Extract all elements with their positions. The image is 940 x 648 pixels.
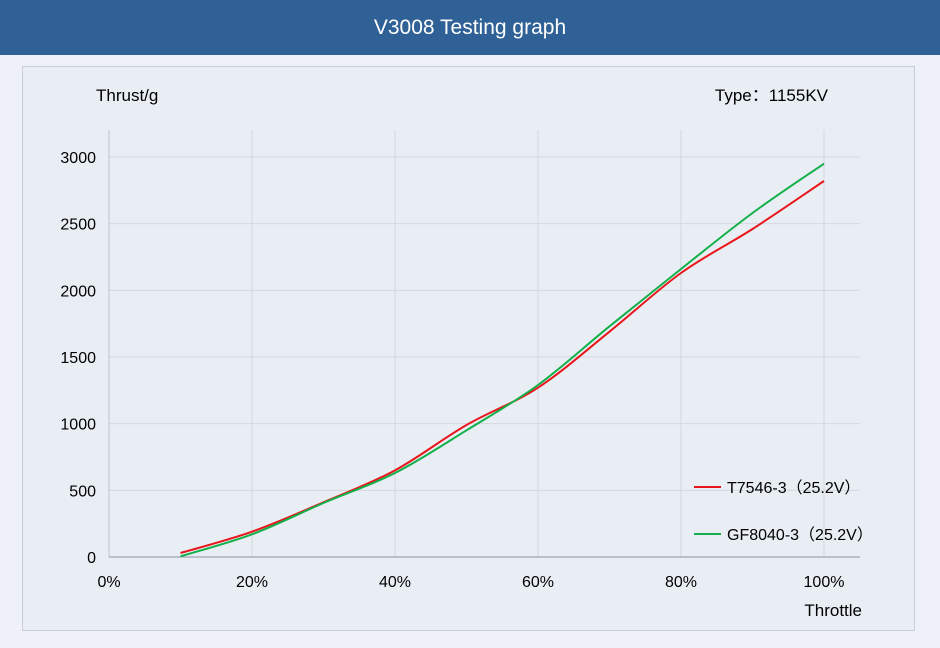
legend: T7546-3（25.2V） GF8040-3（25.2V） bbox=[694, 479, 873, 544]
y-tick-label: 1000 bbox=[60, 417, 96, 434]
y-tick-label: 0 bbox=[87, 550, 96, 567]
x-tick-label: 40% bbox=[379, 574, 411, 591]
x-tick-label: 0% bbox=[97, 574, 120, 591]
x-axis-label: Throttle bbox=[804, 601, 862, 620]
x-tick-label: 80% bbox=[665, 574, 697, 591]
legend-label: GF8040-3（25.2V） bbox=[727, 526, 873, 544]
x-tick-label: 20% bbox=[236, 574, 268, 591]
y-tick-label: 2500 bbox=[60, 217, 96, 234]
y-tick-label: 3000 bbox=[60, 150, 96, 167]
series-line-1 bbox=[180, 180, 825, 554]
y-tick-label: 1500 bbox=[60, 350, 96, 367]
x-tick-label: 100% bbox=[804, 574, 845, 591]
y-tick-label: 500 bbox=[69, 483, 96, 500]
grid-lines bbox=[109, 130, 860, 557]
series-line-2 bbox=[180, 162, 825, 558]
type-annotation: Type：1155KV bbox=[715, 86, 829, 105]
y-tick-label: 2000 bbox=[60, 283, 96, 300]
tick-labels: 0 500 1000 1500 2000 2500 3000 0% 20% 40% 60% 80% 10… bbox=[60, 150, 844, 591]
chart-panel bbox=[22, 66, 915, 631]
y-axis-label: Thrust/g bbox=[96, 86, 158, 105]
axes bbox=[108, 130, 860, 558]
x-tick-label: 60% bbox=[522, 574, 554, 591]
chart-header: V3008 Testing graph bbox=[0, 0, 940, 55]
legend-label: T7546-3（25.2V） bbox=[727, 479, 860, 497]
series-lines bbox=[180, 162, 825, 558]
chart-title: V3008 Testing graph bbox=[373, 15, 567, 39]
